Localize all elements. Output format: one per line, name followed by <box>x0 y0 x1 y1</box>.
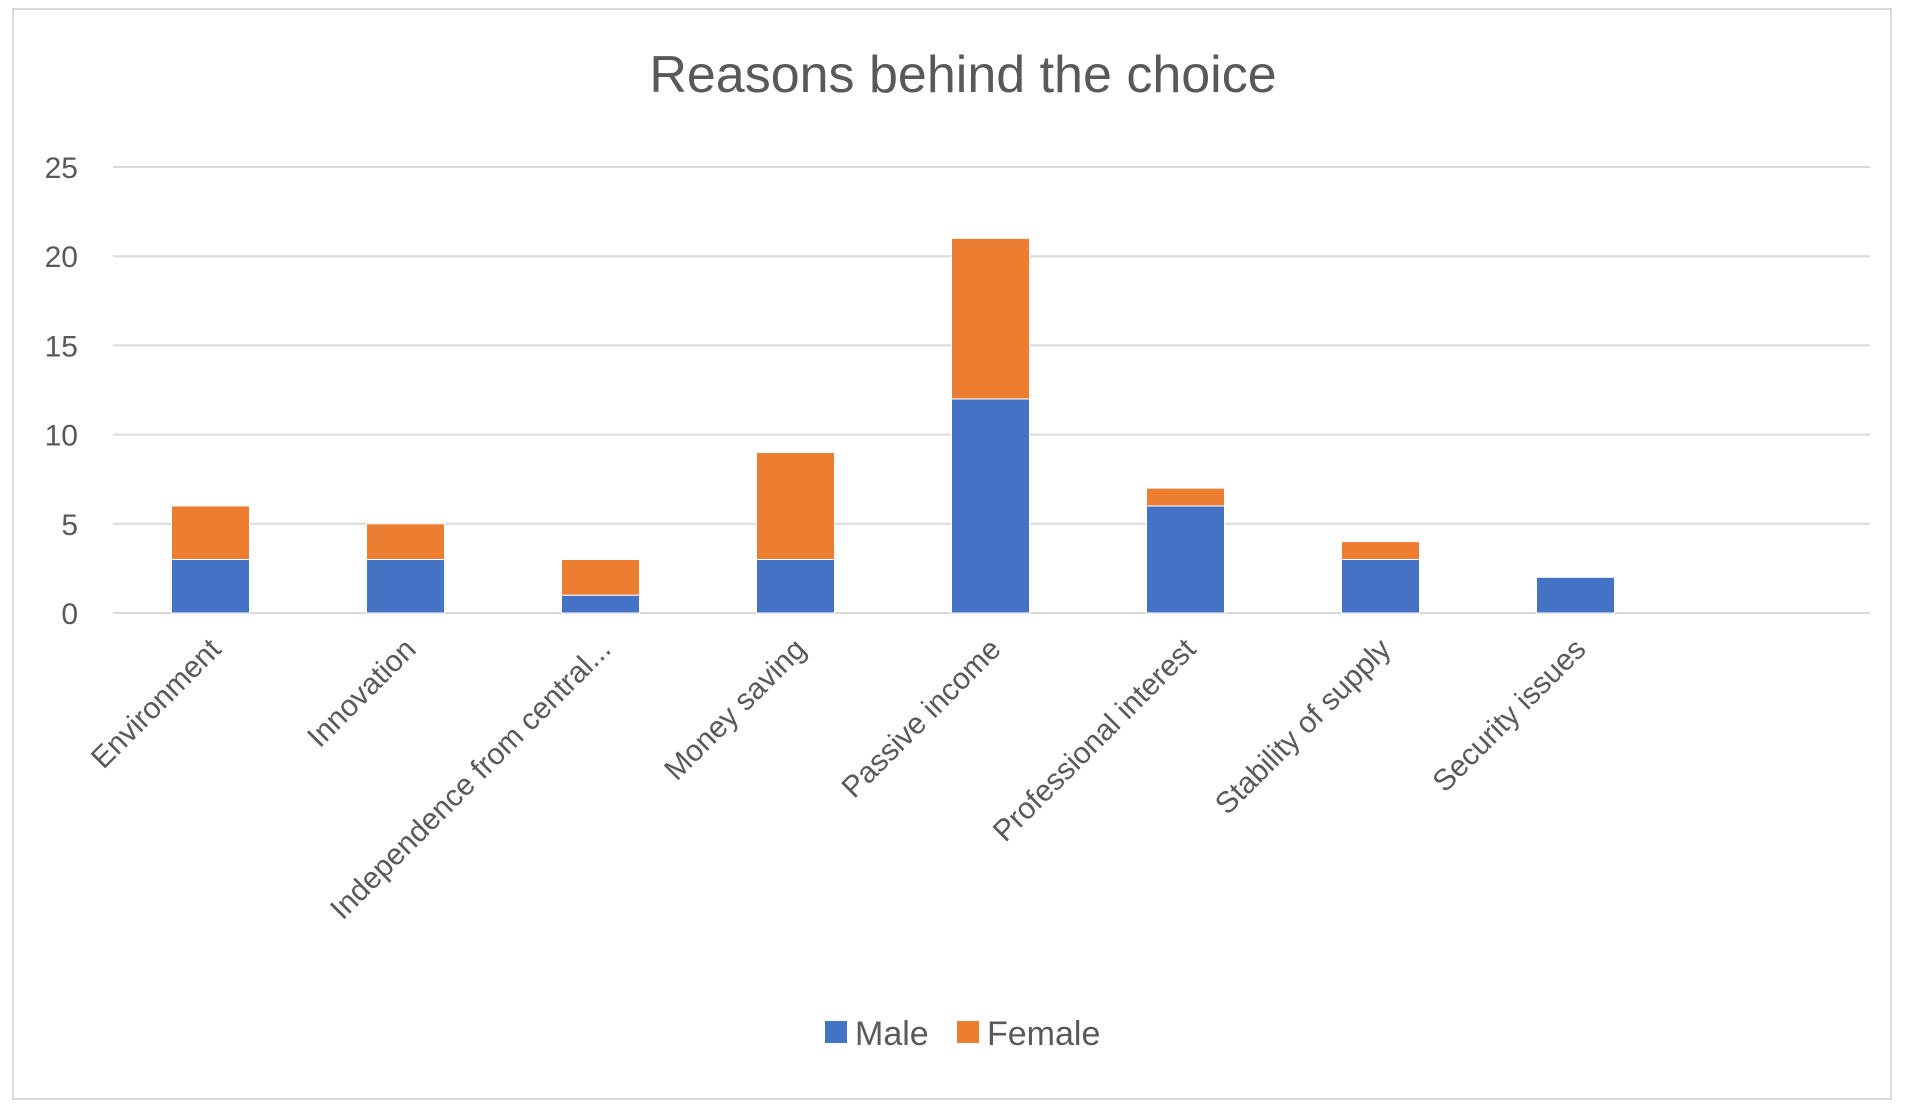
legend-swatch-female <box>957 1021 979 1043</box>
bar-male <box>171 558 250 614</box>
y-tick-label: 20 <box>45 241 78 274</box>
x-tick-label: Environment <box>85 632 228 775</box>
y-tick-label: 15 <box>45 330 78 363</box>
x-tick-label: Professional interest <box>987 632 1203 848</box>
bar-female <box>561 558 640 596</box>
legend-label-male: Male <box>855 1015 929 1053</box>
x-tick-label: Passive income <box>836 633 1008 805</box>
bar-male <box>1341 558 1420 614</box>
chart-title: Reasons behind the choice <box>649 46 1276 104</box>
bar-female <box>1146 487 1225 507</box>
y-tick-label: 25 <box>45 152 78 185</box>
bar-male <box>1536 576 1615 614</box>
x-tick-label: Stability of supply <box>1209 633 1397 821</box>
x-tick-label: Innovation <box>301 633 422 754</box>
bar-male <box>366 558 445 614</box>
bar-female <box>171 505 250 560</box>
x-tick-label: Money saving <box>658 633 812 787</box>
bar-female <box>951 237 1030 400</box>
legend-swatch-male <box>825 1021 847 1043</box>
y-tick-label: 10 <box>45 420 78 453</box>
x-tick-label: Security issues <box>1426 633 1592 799</box>
legend: Male Female <box>825 1015 1100 1053</box>
bar-female <box>1341 541 1420 560</box>
y-axis-ticks: 0 5 10 15 20 25 <box>45 152 78 631</box>
y-tick-label: 0 <box>61 598 78 631</box>
bar-male <box>561 594 640 614</box>
bar-male <box>951 398 1030 614</box>
bar-female <box>756 451 835 560</box>
bars <box>171 237 1615 614</box>
bar-male <box>1146 505 1225 614</box>
legend-label-female: Female <box>987 1015 1100 1053</box>
bar-male <box>756 558 835 614</box>
bar-female <box>366 523 445 560</box>
y-tick-label: 5 <box>61 509 78 542</box>
